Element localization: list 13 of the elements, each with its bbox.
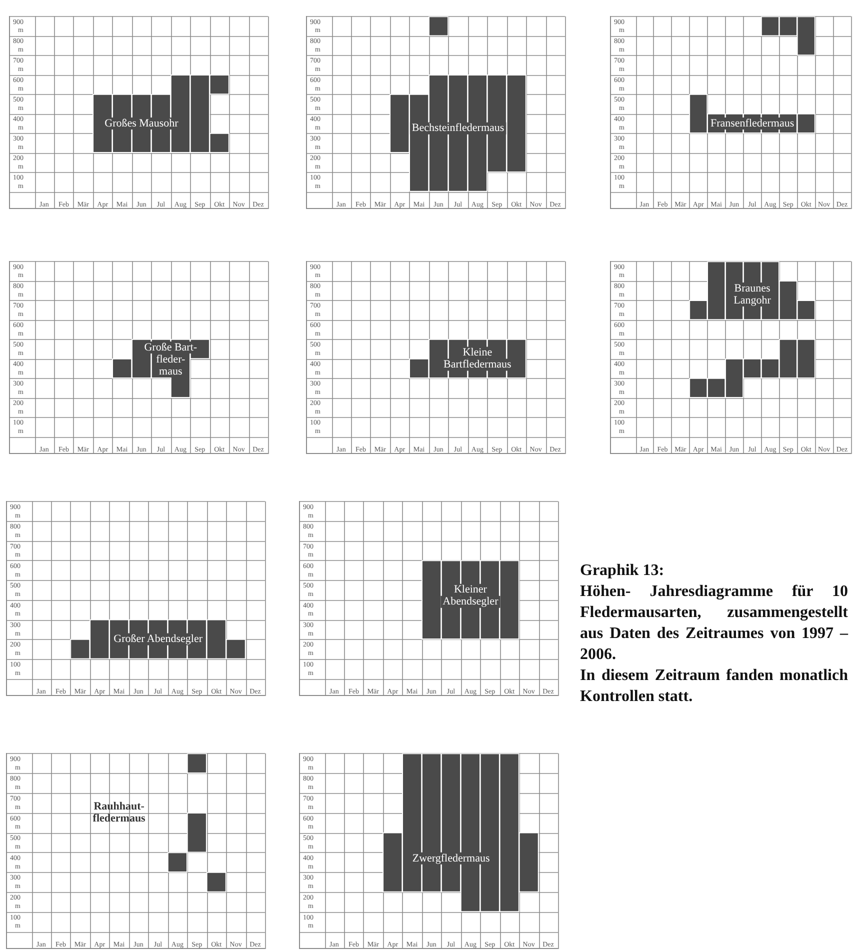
annotation: Braunes Langohr — [734, 282, 772, 306]
annotation: Fransenfledermaus — [710, 117, 794, 130]
annotation: Zwergfledermaus — [412, 852, 490, 864]
text: Graphik 13: — [580, 561, 666, 581]
annotation: Große Bart- fleder- maus — [144, 341, 198, 378]
text: In diesem Zeitraum fanden monatlich Kontrollen statt. — [580, 666, 848, 707]
annotation: Kleine Bartfledermaus — [444, 346, 512, 371]
annotation: Rauhhaut- fledermaus — [92, 800, 146, 825]
annotation: Großes Mausohr — [104, 117, 179, 130]
annotation: Kleiner Abendsegler — [442, 584, 499, 608]
annotation: Großer Abendsegler — [114, 633, 203, 646]
text: Höhen- Jahresdiagramme für 10 Fledermausarten, zusammengestellt aus Daten des Zeitraumes von 1997 – 2006. — [580, 582, 848, 665]
annotation: Bechsteinfledermaus — [412, 122, 504, 134]
